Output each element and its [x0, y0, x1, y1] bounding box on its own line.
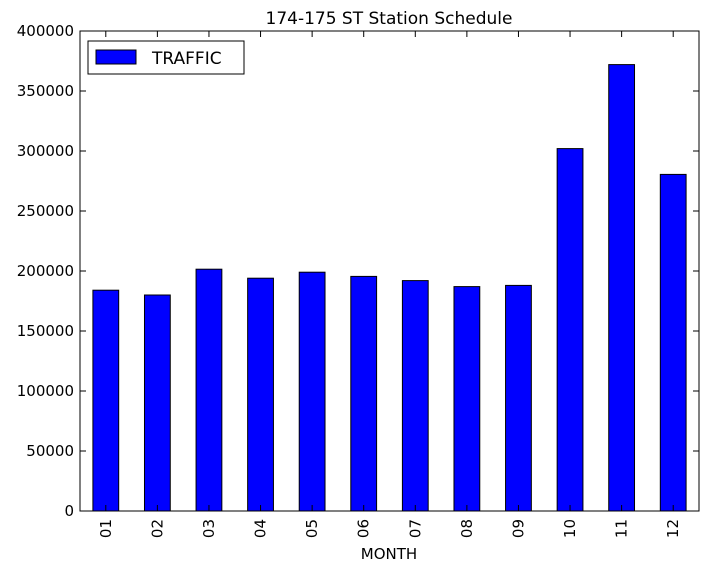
y-tick-label: 350000 [17, 82, 74, 100]
bars-group [92, 64, 687, 512]
x-tick-label-09: 09 [509, 519, 527, 538]
y-tick-label: 200000 [17, 262, 74, 280]
x-tick-label-06: 06 [355, 519, 373, 538]
bar-08 [453, 286, 481, 512]
bar-01 [92, 289, 120, 512]
bar-03 [195, 268, 223, 512]
bar-02 [143, 294, 171, 512]
x-tick-label-07: 07 [406, 519, 424, 538]
bar-12 [659, 173, 687, 512]
bar-07 [401, 280, 429, 512]
bar-04 [247, 277, 274, 512]
bar-10 [556, 148, 584, 512]
y-tick-label: 0 [64, 502, 74, 520]
y-axis-ticks: 0 50000 100000 150000 200000 250000 300000 3500… [17, 22, 699, 520]
bar-06 [350, 275, 378, 512]
x-tick-label-01: 01 [97, 519, 115, 538]
y-tick-label: 300000 [17, 142, 74, 160]
legend-label-traffic: TRAFFIC [151, 49, 222, 69]
y-tick-label: 100000 [17, 382, 74, 400]
y-tick-label: 150000 [17, 322, 74, 340]
x-tick-label-05: 05 [303, 519, 321, 538]
x-tick-label-03: 03 [200, 519, 218, 538]
bar-05 [298, 271, 326, 512]
x-tick-label-02: 02 [148, 519, 166, 538]
x-tick-label-12: 12 [664, 519, 682, 538]
y-tick-label: 50000 [26, 442, 74, 460]
y-tick-label: 400000 [17, 22, 74, 40]
x-tick-label-11: 11 [613, 519, 631, 538]
x-axis-ticks: 01 02 03 04 05 06 07 08 09 10 11 12 [97, 31, 682, 538]
plot-frame [79, 30, 700, 512]
legend: TRAFFIC [87, 40, 245, 75]
bar-11 [608, 64, 636, 512]
x-tick-label-10: 10 [561, 519, 579, 538]
x-axis-label: MONTH [361, 545, 417, 563]
x-tick-label-08: 08 [458, 519, 476, 538]
y-tick-label: 250000 [17, 202, 74, 220]
x-tick-label-04: 04 [252, 519, 270, 538]
bar-09 [505, 284, 532, 512]
chart-title: 174-175 ST Station Schedule [266, 9, 513, 29]
legend-swatch-traffic [95, 49, 137, 65]
